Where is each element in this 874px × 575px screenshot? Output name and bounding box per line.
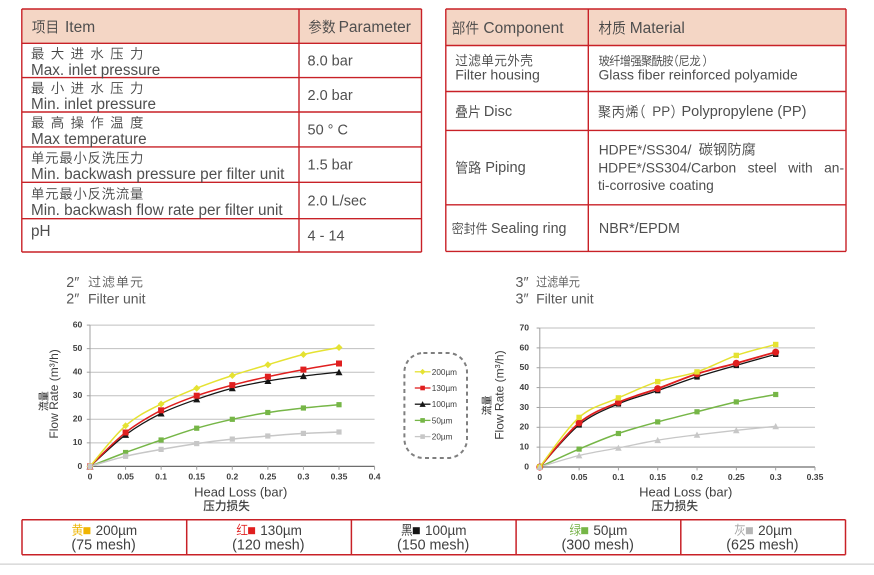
- svg-text:50 ° C: 50 ° C: [308, 122, 348, 138]
- svg-text:Min. inlet pressure: Min. inlet pressure: [31, 96, 156, 113]
- svg-text:1.5 bar: 1.5 bar: [308, 158, 353, 174]
- svg-text:0.15: 0.15: [649, 472, 666, 482]
- svg-text:0.35: 0.35: [331, 472, 348, 482]
- svg-text:70: 70: [519, 322, 529, 332]
- svg-text:steel: steel: [748, 160, 777, 175]
- svg-text:Polypropylene (PP): Polypropylene (PP): [682, 104, 807, 120]
- svg-text:(75 mesh): (75 mesh): [71, 537, 135, 553]
- svg-text:50: 50: [519, 362, 529, 372]
- svg-text:0.1: 0.1: [612, 472, 624, 482]
- svg-text:Max. inlet pressure: Max. inlet pressure: [31, 62, 160, 79]
- svg-text:0: 0: [524, 461, 529, 471]
- svg-text:0.05: 0.05: [571, 472, 588, 482]
- svg-text:100µm: 100µm: [432, 400, 457, 409]
- svg-text:60: 60: [519, 342, 529, 352]
- svg-text:4 - 14: 4 - 14: [308, 229, 345, 245]
- svg-text:Head Loss (bar): Head Loss (bar): [194, 484, 287, 499]
- svg-text:0.2: 0.2: [691, 472, 703, 482]
- svg-text:Head Loss (bar): Head Loss (bar): [639, 484, 732, 499]
- svg-text:0.15: 0.15: [188, 472, 205, 482]
- svg-text:20µm: 20µm: [758, 523, 792, 538]
- svg-text:HDPE*/SS304/Carbon: HDPE*/SS304/Carbon: [598, 160, 736, 175]
- svg-text:Min. backwash pressure per fil: Min. backwash pressure per filter unit: [31, 166, 285, 183]
- svg-text:2.0 bar: 2.0 bar: [308, 88, 353, 104]
- svg-text:50: 50: [73, 343, 83, 353]
- svg-text:(150 mesh): (150 mesh): [397, 537, 469, 553]
- svg-text:Min. backwash flow rate per fi: Min. backwash flow rate per filter unit: [31, 202, 283, 219]
- svg-text:0.25: 0.25: [260, 472, 277, 482]
- svg-text:20: 20: [519, 422, 529, 432]
- svg-text:10: 10: [519, 442, 529, 452]
- svg-text:0.4: 0.4: [369, 472, 381, 482]
- svg-text:0.05: 0.05: [117, 472, 134, 482]
- svg-text:0.3: 0.3: [297, 472, 309, 482]
- svg-text:2.0 L/sec: 2.0 L/sec: [308, 194, 367, 210]
- svg-text:Piping: Piping: [485, 160, 526, 176]
- svg-text:40: 40: [73, 367, 83, 377]
- svg-text:200µm: 200µm: [432, 368, 457, 377]
- svg-text:0.3: 0.3: [770, 472, 782, 482]
- svg-text:2″: 2″: [66, 275, 79, 291]
- svg-text:Filter unit: Filter unit: [88, 290, 146, 306]
- svg-text:0.1: 0.1: [155, 472, 167, 482]
- svg-text:Flow Rate (m³/h): Flow Rate (m³/h): [47, 349, 61, 438]
- svg-text:0.25: 0.25: [728, 472, 745, 482]
- svg-text:PP: PP: [652, 104, 670, 119]
- svg-text:Filter unit: Filter unit: [536, 290, 594, 306]
- svg-text:0.35: 0.35: [807, 472, 824, 482]
- svg-text:Sealing ring: Sealing ring: [491, 221, 567, 237]
- svg-text:3″: 3″: [516, 275, 529, 291]
- svg-text:10: 10: [73, 437, 83, 447]
- svg-text:ti-corrosive coating: ti-corrosive coating: [598, 178, 714, 193]
- svg-text:50µm: 50µm: [432, 416, 453, 425]
- svg-text:pH: pH: [31, 223, 51, 240]
- svg-text:130µm: 130µm: [432, 384, 457, 393]
- svg-text:200µm: 200µm: [96, 523, 138, 538]
- svg-text:0.2: 0.2: [226, 472, 238, 482]
- svg-text:0: 0: [537, 472, 542, 482]
- svg-text:50µm: 50µm: [593, 523, 627, 538]
- svg-text:Material: Material: [630, 20, 685, 37]
- svg-text:HDPE*/SS304/: HDPE*/SS304/: [599, 143, 692, 158]
- svg-text:8.0 bar: 8.0 bar: [308, 53, 353, 69]
- svg-text:Disc: Disc: [484, 104, 512, 120]
- svg-text:0: 0: [78, 461, 83, 471]
- svg-text:(625 mesh): (625 mesh): [726, 537, 798, 553]
- svg-text:20µm: 20µm: [432, 433, 453, 442]
- svg-text:Parameter: Parameter: [339, 19, 411, 36]
- svg-text:Item: Item: [65, 19, 95, 36]
- svg-text:with: with: [787, 160, 813, 175]
- svg-text:(120 mesh): (120 mesh): [232, 537, 304, 553]
- svg-text:60: 60: [73, 320, 83, 330]
- svg-text:Glass fiber reinforced polyami: Glass fiber reinforced polyamide: [599, 67, 798, 83]
- svg-text:(300 mesh): (300 mesh): [562, 537, 634, 553]
- svg-text:0: 0: [88, 472, 93, 482]
- svg-text:Component: Component: [483, 20, 564, 37]
- svg-text:30: 30: [73, 390, 83, 400]
- svg-text:Filter housing: Filter housing: [455, 67, 540, 83]
- svg-text:3″: 3″: [516, 291, 529, 307]
- svg-text:130µm: 130µm: [260, 523, 302, 538]
- svg-text:40: 40: [519, 382, 529, 392]
- svg-text:30: 30: [519, 402, 529, 412]
- svg-text:2″: 2″: [66, 291, 79, 307]
- svg-text:100µm: 100µm: [425, 523, 467, 538]
- svg-text:Flow Rate (m³/h): Flow Rate (m³/h): [493, 350, 507, 439]
- svg-text:an-: an-: [824, 160, 844, 175]
- svg-text:Max temperature: Max temperature: [31, 131, 147, 148]
- svg-text:NBR*/EPDM: NBR*/EPDM: [599, 221, 680, 237]
- svg-text:20: 20: [73, 414, 83, 424]
